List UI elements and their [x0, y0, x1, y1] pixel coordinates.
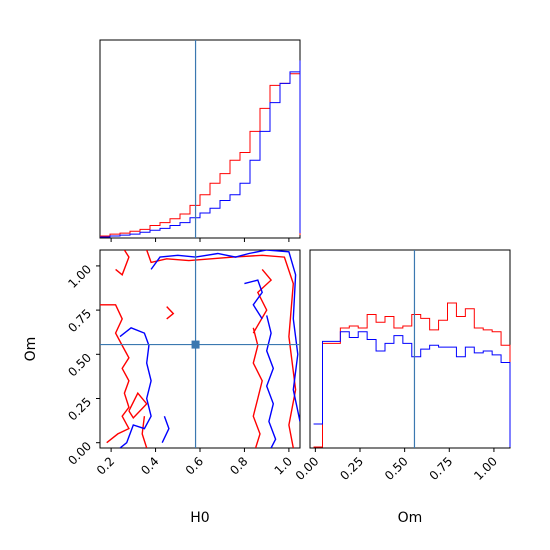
axis-ticks: 0.2 0.4 0.6 0.8 1.00.000.000.250.250.500.500…: [65, 238, 500, 483]
xlabel-h0: H0: [190, 510, 209, 526]
hist-Om-series-a-line: [313, 302, 511, 448]
tick-label-om-x-2: 0.50: [382, 454, 411, 483]
contour-series-a-5: [252, 327, 263, 448]
tick-label-h0-1: 0.4: [138, 454, 161, 477]
contour-series-b-4: [161, 415, 170, 444]
xlabel-om: Om: [398, 510, 423, 526]
contour-series-a-2: [146, 250, 297, 448]
contour-series-b-0: [119, 326, 152, 448]
contour-series-a-1: [115, 250, 130, 276]
tick-label-om-y-2: 0.50: [65, 351, 94, 380]
hist-H0-series-a-line: [100, 64, 301, 237]
tick-label-h0-0: 0.2: [94, 454, 117, 477]
hist-om-panel: [309, 249, 511, 449]
contour-series-a-4: [128, 391, 148, 420]
hist-h0-series: [100, 60, 301, 238]
hist-om-series: [313, 302, 511, 448]
ylabel-om: Om: [23, 337, 39, 362]
truth-markers: [100, 40, 416, 448]
contour-series-a-0: [100, 304, 130, 444]
tick-label-om-x-0: 0.00: [293, 454, 322, 483]
contour-series-b-3: [244, 279, 263, 320]
hist-H0-series-b-line: [100, 60, 301, 238]
hist-h0-panel: [99, 39, 301, 239]
tick-label-h0-3: 0.8: [227, 454, 250, 477]
tick-label-om-y-0: 0.00: [65, 439, 94, 468]
contour-series-a-7: [166, 306, 175, 320]
tick-label-om-y-4: 1.00: [65, 262, 94, 291]
truth-point: [191, 340, 200, 349]
tick-label-om-y-1: 0.25: [65, 395, 94, 424]
tick-label-om-x-3: 0.75: [427, 454, 456, 483]
hist-Om-series-b-line: [313, 331, 511, 447]
tick-label-om-x-4: 1.00: [471, 454, 500, 483]
contour-series: [100, 250, 300, 448]
tick-label-h0-2: 0.6: [183, 454, 206, 477]
tick-label-om-x-1: 0.25: [337, 454, 366, 483]
tick-label-h0-4: 1.0: [272, 454, 295, 477]
contour-series-a-3: [141, 416, 148, 448]
contour-series-b-1: [150, 250, 300, 422]
tick-label-om-y-3: 0.75: [65, 306, 94, 335]
contour-series-b-2: [265, 315, 277, 448]
